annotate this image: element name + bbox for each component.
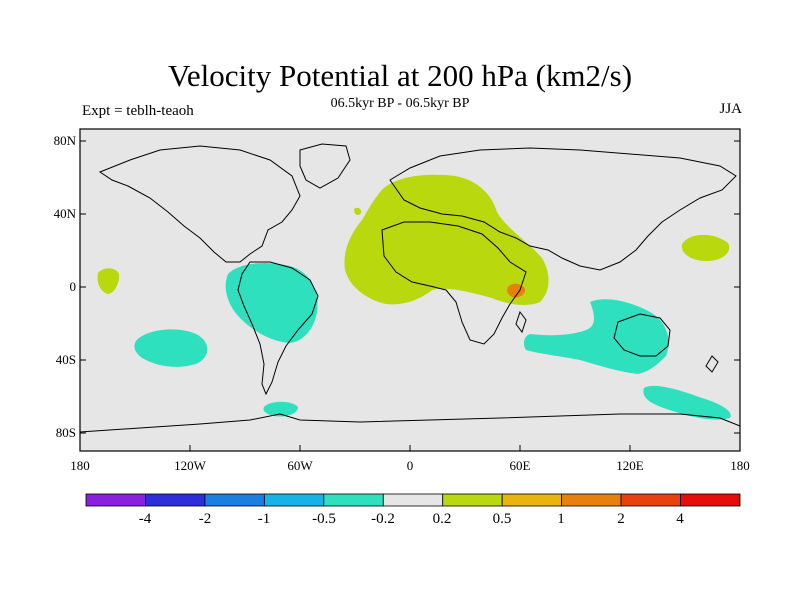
coast-south-america bbox=[237, 261, 319, 396]
colorbar-label: 1 bbox=[557, 511, 565, 527]
colorbar-swatch bbox=[323, 493, 384, 507]
negative-region-south-america bbox=[225, 262, 318, 343]
negative-region-southern-ocean bbox=[643, 385, 731, 420]
colorbar-swatch bbox=[204, 493, 265, 507]
negative-region-indian-ocean-australia bbox=[523, 299, 669, 374]
positive-region-west-pacific bbox=[681, 234, 730, 262]
lat-ticks bbox=[80, 140, 740, 434]
negative-region-south-pacific bbox=[134, 329, 208, 367]
colorbar-label: 4 bbox=[676, 511, 684, 527]
map-title: Velocity Potential at 200 hPa (km2/s) bbox=[167, 58, 633, 93]
lat-label-0: 0 bbox=[69, 279, 77, 294]
colorbar-label: 0.2 bbox=[432, 511, 452, 527]
colorbar-swatch bbox=[442, 493, 503, 507]
colorbar-label: -1 bbox=[257, 511, 271, 527]
lat-label-40s: 40S bbox=[55, 352, 76, 367]
colorbar-swatch bbox=[561, 493, 622, 507]
positive-region-north-atlantic bbox=[354, 207, 362, 216]
coast-greenland bbox=[299, 143, 351, 189]
lon-label-60e: 60E bbox=[509, 458, 531, 473]
positive-region-africa-europe bbox=[344, 174, 549, 305]
colorbar-swatch bbox=[85, 493, 146, 507]
lat-label-80s: 80S bbox=[55, 425, 76, 440]
coast-australia bbox=[613, 313, 671, 357]
coast-madagascar bbox=[515, 310, 527, 334]
colorbar-swatch bbox=[501, 493, 563, 507]
experiment-label: Expt = teblh-teaoh bbox=[82, 103, 194, 119]
season-label: JJA bbox=[719, 101, 742, 117]
lat-label-80n: 80N bbox=[53, 133, 76, 148]
colorbar-label: 0.5 bbox=[492, 511, 512, 527]
colorbar-label: -0.5 bbox=[312, 511, 336, 527]
coast-north-america bbox=[98, 145, 301, 263]
colorbar-label: -4 bbox=[138, 511, 152, 527]
colorbar-swatch bbox=[620, 493, 681, 507]
negative-region-drake bbox=[263, 401, 298, 417]
lon-label-120e: 120E bbox=[616, 458, 644, 473]
lon-label-0: 0 bbox=[406, 458, 414, 473]
colorbar-label: -0.2 bbox=[371, 511, 395, 527]
colorbar bbox=[85, 493, 741, 507]
lon-label-180w: 180 bbox=[70, 458, 90, 473]
colorbar-label: 2 bbox=[617, 511, 625, 527]
colorbar-swatch bbox=[680, 493, 741, 507]
lon-ticks bbox=[79, 445, 741, 451]
coast-antarctica bbox=[79, 413, 741, 433]
map-subtitle: 06.5kyr BP - 06.5kyr BP bbox=[330, 96, 470, 111]
lon-label-120w: 120W bbox=[174, 458, 206, 473]
coast-africa bbox=[381, 221, 527, 345]
colorbar-swatch bbox=[263, 493, 325, 507]
coast-eurasia bbox=[389, 147, 737, 271]
positive-region-pacific-west bbox=[97, 268, 120, 294]
coast-new-zealand bbox=[705, 355, 719, 373]
colorbar-label: -2 bbox=[198, 511, 212, 527]
colorbar-swatch bbox=[382, 493, 444, 507]
colorbar-swatch bbox=[145, 493, 206, 507]
lon-label-180e: 180 bbox=[730, 458, 750, 473]
lon-label-60w: 60W bbox=[287, 458, 313, 473]
coastlines bbox=[79, 143, 741, 433]
lat-label-40n: 40N bbox=[53, 206, 76, 221]
